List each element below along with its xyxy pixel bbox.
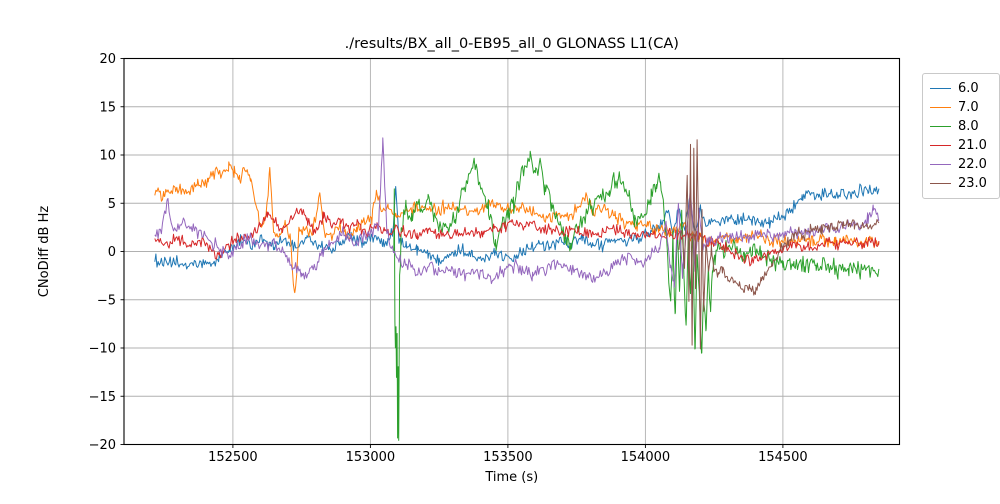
y-tick-label: 0 bbox=[108, 245, 116, 260]
y-tick-label: −5 bbox=[97, 293, 116, 308]
series-line-8.0 bbox=[393, 150, 880, 441]
y-tick-label: −20 bbox=[89, 438, 116, 453]
x-axis-label: Time (s) bbox=[484, 470, 538, 485]
legend-label: 22.0 bbox=[958, 157, 987, 172]
legend-label: 21.0 bbox=[958, 138, 987, 153]
legend-label: 7.0 bbox=[958, 100, 979, 115]
x-tick-label: 154500 bbox=[758, 450, 808, 465]
legend-item: 6.0 bbox=[930, 82, 992, 95]
legend-label: 6.0 bbox=[958, 81, 979, 96]
x-tick-label: 152500 bbox=[208, 450, 258, 465]
x-tick-label: 153500 bbox=[483, 450, 533, 465]
series-line-21.0 bbox=[154, 207, 880, 267]
x-tick-label: 154000 bbox=[621, 450, 671, 465]
axis-ticks: 152500 153000 153500 154000 154500 −20 −15 −10 −… bbox=[89, 52, 808, 465]
legend-line-sample bbox=[930, 145, 951, 146]
legend-line-sample bbox=[930, 183, 951, 184]
y-tick-label: −15 bbox=[89, 390, 116, 405]
series-line-22.0 bbox=[154, 137, 880, 288]
legend-line-sample bbox=[930, 107, 951, 108]
y-tick-label: 10 bbox=[99, 149, 116, 164]
legend-item: 7.0 bbox=[930, 101, 992, 114]
y-tick-label: −10 bbox=[89, 342, 116, 357]
legend-line-sample bbox=[930, 88, 951, 89]
series-lines bbox=[154, 137, 880, 441]
series-line-23.0 bbox=[678, 139, 880, 350]
x-tick-label: 153000 bbox=[346, 450, 396, 465]
legend-item: 22.0 bbox=[930, 158, 992, 171]
legend-line-sample bbox=[930, 126, 951, 127]
legend-label: 23.0 bbox=[958, 176, 987, 191]
legend-item: 23.0 bbox=[930, 177, 992, 190]
series-line-6.0 bbox=[154, 183, 880, 270]
y-tick-label: 5 bbox=[108, 197, 116, 212]
legend-label: 8.0 bbox=[958, 119, 979, 134]
legend: 6.0 7.0 8.0 21.0 22.0 23.0 bbox=[922, 73, 1000, 199]
y-axis-label: CNoDiff dB Hz bbox=[37, 206, 52, 298]
y-tick-label: 20 bbox=[99, 52, 116, 67]
series-line-7.0 bbox=[154, 161, 880, 294]
chart-title: ./results/BX_all_0-EB95_all_0 GLONASS L1… bbox=[345, 36, 679, 52]
y-tick-label: 15 bbox=[99, 100, 116, 115]
legend-line-sample bbox=[930, 164, 951, 165]
legend-item: 8.0 bbox=[930, 120, 992, 133]
legend-item: 21.0 bbox=[930, 139, 992, 152]
